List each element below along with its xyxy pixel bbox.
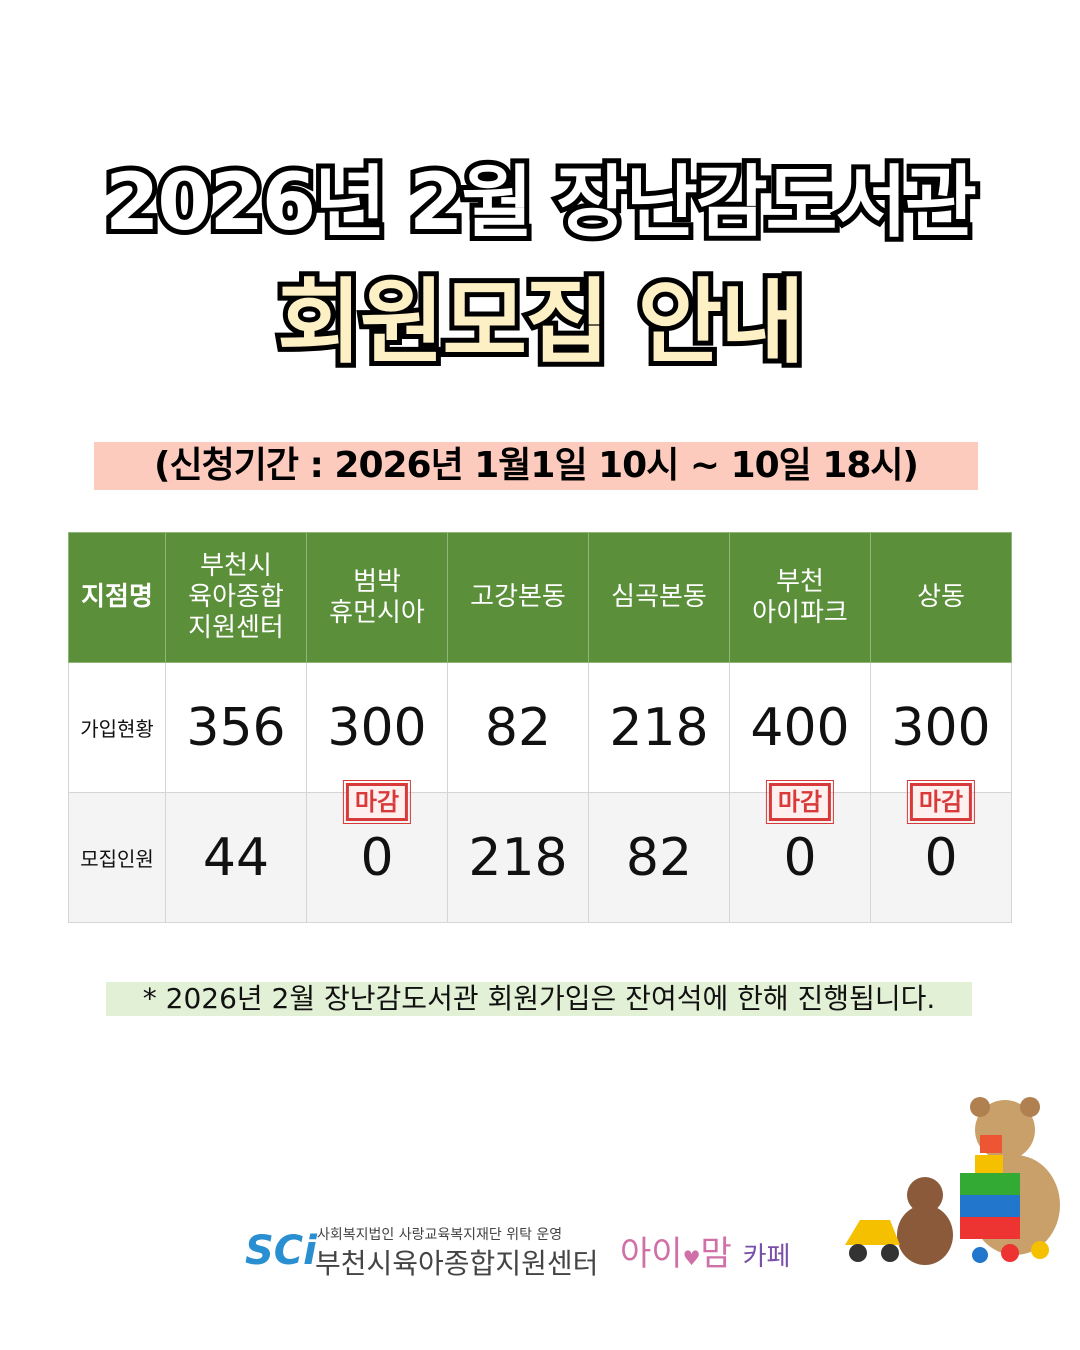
- branch-name-header: 지점명: [68, 532, 166, 663]
- cell-value: 400: [750, 697, 850, 758]
- cell-value: 82: [625, 827, 693, 888]
- org-logo-icon: SCi: [245, 1228, 317, 1274]
- cafe-logo-b: 맘: [700, 1234, 732, 1274]
- branch-header: 범박 휴먼시아: [306, 532, 448, 663]
- cell-value: 218: [468, 827, 568, 888]
- cell-value: 44: [202, 827, 270, 888]
- application-period: (신청기간 : 2026년 1월1일 10시 ~ 10일 18시): [94, 442, 978, 490]
- row-label: 모집인원: [68, 792, 166, 923]
- closed-stamp: 마감: [765, 780, 835, 824]
- note: * 2026년 2월 장난감도서관 회원가입은 잔여석에 한해 진행됩니다.: [106, 982, 972, 1016]
- branch-header: 상동: [870, 532, 1012, 663]
- table-cell: 218: [447, 792, 589, 923]
- title-line1: 2026년 2월 장난감도서관: [100, 153, 982, 253]
- table-cell: 300: [870, 662, 1012, 793]
- table-cell: 300: [306, 662, 448, 793]
- cell-value: 300: [891, 697, 991, 758]
- branch-header: 심곡본동: [588, 532, 730, 663]
- row-label: 가입현황: [68, 662, 166, 793]
- table-cell: 356: [165, 662, 307, 793]
- table-cell: 0 마감: [729, 780, 871, 923]
- cell-value: 356: [186, 697, 286, 758]
- cell-value: 218: [609, 697, 709, 758]
- table-cell: 44: [165, 792, 307, 923]
- cafe-logo: 아이♥맘 카페: [620, 1226, 790, 1275]
- branch-header: 부천 아이파크: [729, 532, 871, 663]
- org-subtitle: 사회복지법인 사랑교육복지재단 위탁 운영: [317, 1227, 563, 1243]
- cell-value: 0: [783, 827, 817, 888]
- table-cell: 400: [729, 662, 871, 793]
- cell-value: 0: [924, 827, 958, 888]
- toys-illustration-icon: [845, 1097, 1060, 1265]
- branch-table: 지점명 부천시 육아종합 지원센터 범박 휴먼시아 고강본동 심곡본동 부천 아이파크 상동…: [68, 532, 1012, 923]
- branch-header: 부천시 육아종합 지원센터: [165, 532, 307, 663]
- closed-stamp: 마감: [342, 780, 412, 824]
- title-line2: 회원모집 안내: [272, 264, 810, 381]
- cafe-logo-a: 아이: [620, 1234, 683, 1274]
- closed-stamp: 마감: [906, 780, 976, 824]
- table-cell: 0 마감: [870, 780, 1012, 923]
- table-cell: 218: [588, 662, 730, 793]
- cafe-logo-c: 카페: [742, 1242, 791, 1272]
- heart-icon: ♥: [682, 1246, 701, 1270]
- org-name: 부천시육아종합지원센터: [315, 1247, 599, 1280]
- cell-value: 300: [327, 697, 427, 758]
- cell-value: 0: [360, 827, 394, 888]
- cell-value: 82: [484, 697, 552, 758]
- table-cell: 82: [588, 792, 730, 923]
- branch-header: 고강본동: [447, 532, 589, 663]
- table-cell: 0 마감: [306, 780, 448, 923]
- table-cell: 82: [447, 662, 589, 793]
